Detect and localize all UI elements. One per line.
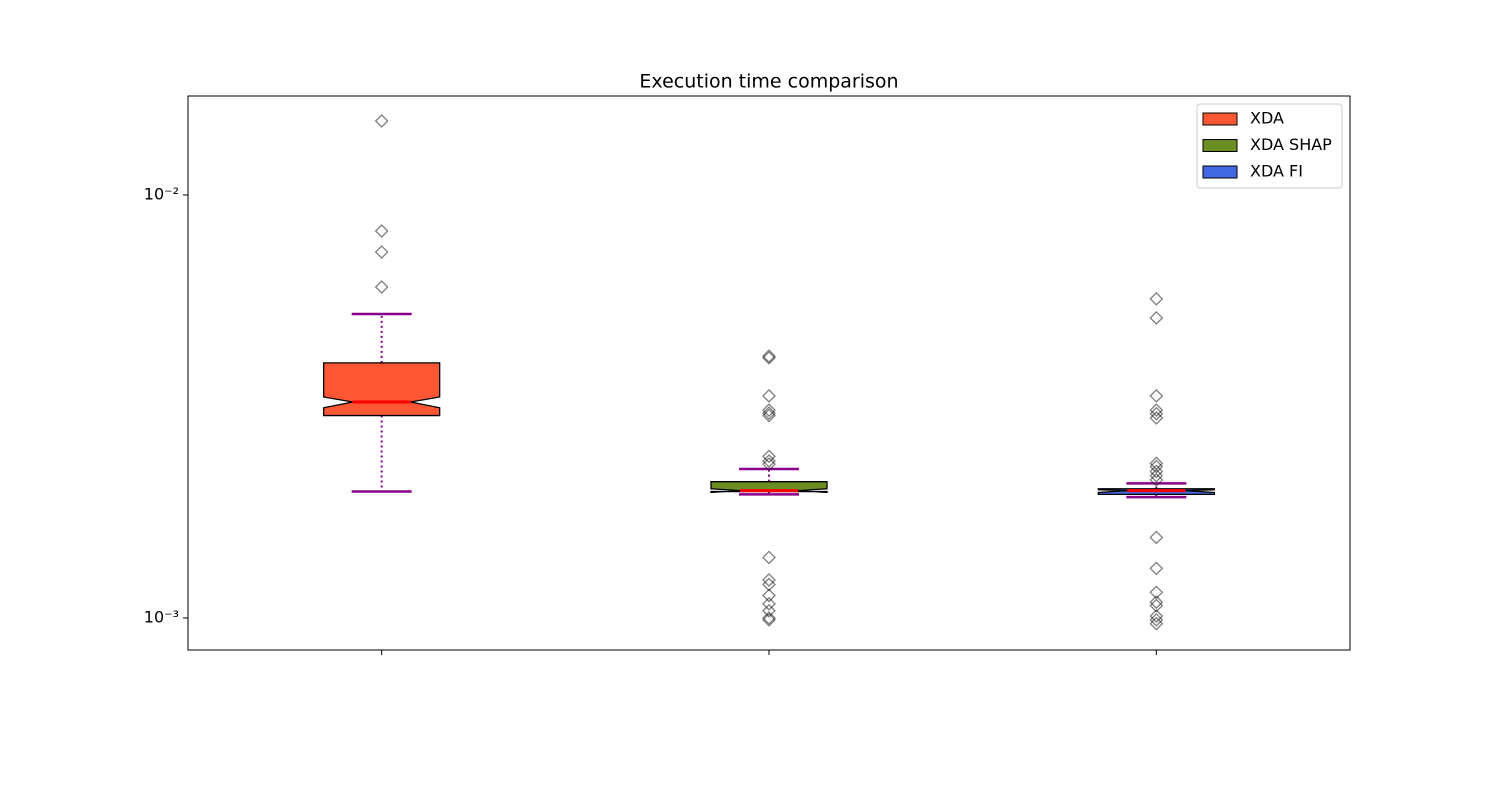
outlier <box>762 403 776 418</box>
outlier <box>762 612 776 627</box>
outlier <box>1149 612 1164 627</box>
outlier <box>1149 598 1164 613</box>
outlier <box>762 611 776 625</box>
legend-swatch <box>1202 165 1238 179</box>
outlier <box>1149 473 1164 487</box>
outlier <box>1149 291 1164 306</box>
outlier <box>762 406 776 421</box>
outlier <box>1149 616 1164 631</box>
outlier <box>762 449 776 464</box>
outlier <box>762 388 776 403</box>
outlier <box>762 596 776 611</box>
outlier <box>1149 595 1164 610</box>
outlier <box>762 349 776 364</box>
outlier <box>374 224 389 238</box>
outlier <box>1149 411 1164 425</box>
outlier <box>1149 311 1164 325</box>
legend-swatch <box>1202 139 1238 152</box>
outlier <box>762 577 776 592</box>
chart-title: Execution time comparison <box>639 71 898 93</box>
outlier <box>374 245 389 259</box>
outlier <box>1149 530 1164 545</box>
outlier <box>1149 561 1164 576</box>
box <box>323 362 441 417</box>
legend-label: XDA SHAP <box>1250 135 1332 154</box>
outlier <box>762 454 776 468</box>
outlier <box>1149 406 1164 421</box>
outlier <box>1149 388 1164 403</box>
outlier <box>1149 464 1164 479</box>
outlier <box>762 350 776 365</box>
y-tick-label: 10⁻² <box>144 184 179 203</box>
outlier <box>762 573 776 587</box>
outlier <box>762 550 776 565</box>
outlier <box>762 457 776 472</box>
outlier <box>1149 468 1164 483</box>
y-tick-label: 10⁻³ <box>144 607 179 626</box>
outlier <box>762 408 776 423</box>
outlier <box>762 603 776 618</box>
outlier <box>1149 403 1164 418</box>
outlier <box>1149 585 1164 600</box>
legend-label: XDA <box>1250 109 1284 128</box>
outlier <box>1149 609 1164 624</box>
outlier <box>374 280 389 294</box>
outlier <box>762 588 776 603</box>
outlier <box>1149 459 1164 474</box>
legend-label: XDA FI <box>1250 162 1303 181</box>
outlier <box>374 114 389 128</box>
legend-swatch <box>1202 112 1238 126</box>
